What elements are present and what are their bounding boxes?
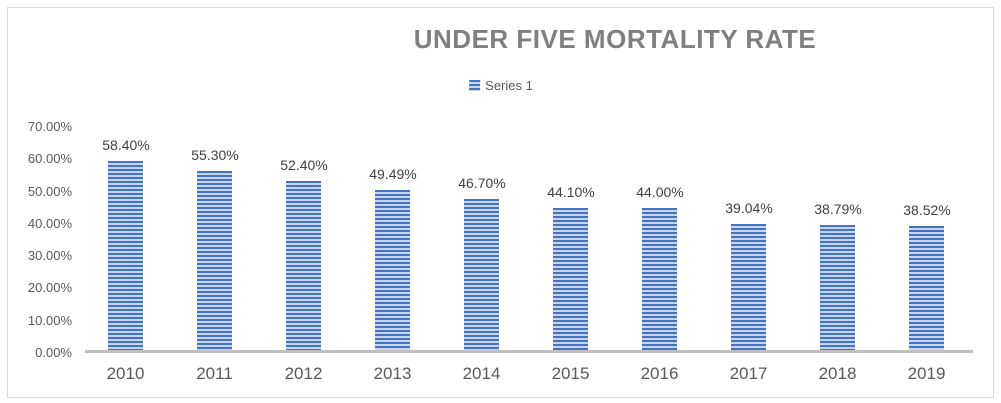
bar[interactable] bbox=[909, 226, 944, 350]
y-axis-tick-label: 30.00% bbox=[27, 248, 72, 263]
data-label: 52.40% bbox=[280, 157, 328, 173]
bar[interactable] bbox=[375, 190, 410, 350]
x-axis-tick-label: 2016 bbox=[640, 364, 679, 383]
legend[interactable]: Series 1 bbox=[469, 78, 533, 93]
bar[interactable] bbox=[820, 225, 855, 350]
data-label: 46.70% bbox=[458, 175, 506, 191]
y-axis-tick-label: 50.00% bbox=[27, 184, 72, 199]
y-axis-tick-label: 60.00% bbox=[27, 151, 72, 166]
x-axis-tick-label: 2015 bbox=[551, 364, 590, 383]
bar[interactable] bbox=[108, 161, 143, 350]
data-label: 55.30% bbox=[191, 147, 239, 163]
data-label: 38.52% bbox=[903, 202, 951, 218]
bar[interactable] bbox=[197, 171, 232, 350]
x-axis-tick-label: 2012 bbox=[284, 364, 323, 383]
x-axis-tick-label: 2018 bbox=[818, 364, 857, 383]
bar[interactable] bbox=[286, 181, 321, 350]
data-label: 49.49% bbox=[369, 166, 417, 182]
y-axis-tick-label: 70.00% bbox=[27, 119, 72, 134]
x-axis-tick-label: 2019 bbox=[907, 364, 946, 383]
chart-title[interactable]: UNDER FIVE MORTALITY RATE bbox=[413, 24, 817, 54]
y-axis-tick-label: 10.00% bbox=[27, 313, 72, 328]
x-axis-tick-label: 2017 bbox=[729, 364, 768, 383]
bar[interactable] bbox=[553, 208, 588, 350]
x-axis-line bbox=[85, 350, 973, 353]
legend-swatch-icon bbox=[469, 80, 481, 91]
data-label: 38.79% bbox=[814, 201, 862, 217]
bar[interactable] bbox=[464, 199, 499, 350]
data-label: 44.10% bbox=[547, 184, 595, 200]
data-label: 58.40% bbox=[102, 137, 150, 153]
data-label: 44.00% bbox=[636, 184, 684, 200]
bar[interactable] bbox=[642, 208, 677, 350]
data-label: 39.04% bbox=[725, 200, 773, 216]
x-axis-tick-label: 2013 bbox=[373, 364, 412, 383]
x-axis-tick-label: 2011 bbox=[196, 364, 233, 383]
bar[interactable] bbox=[731, 224, 766, 350]
x-axis-tick-label: 2014 bbox=[462, 364, 501, 383]
x-axis-tick-label: 2010 bbox=[106, 364, 145, 383]
y-axis-tick-label: 20.00% bbox=[27, 280, 72, 295]
legend-label: Series 1 bbox=[485, 78, 533, 93]
y-axis-tick-label: 0.00% bbox=[35, 345, 72, 360]
y-axis-tick-label: 40.00% bbox=[27, 216, 72, 231]
